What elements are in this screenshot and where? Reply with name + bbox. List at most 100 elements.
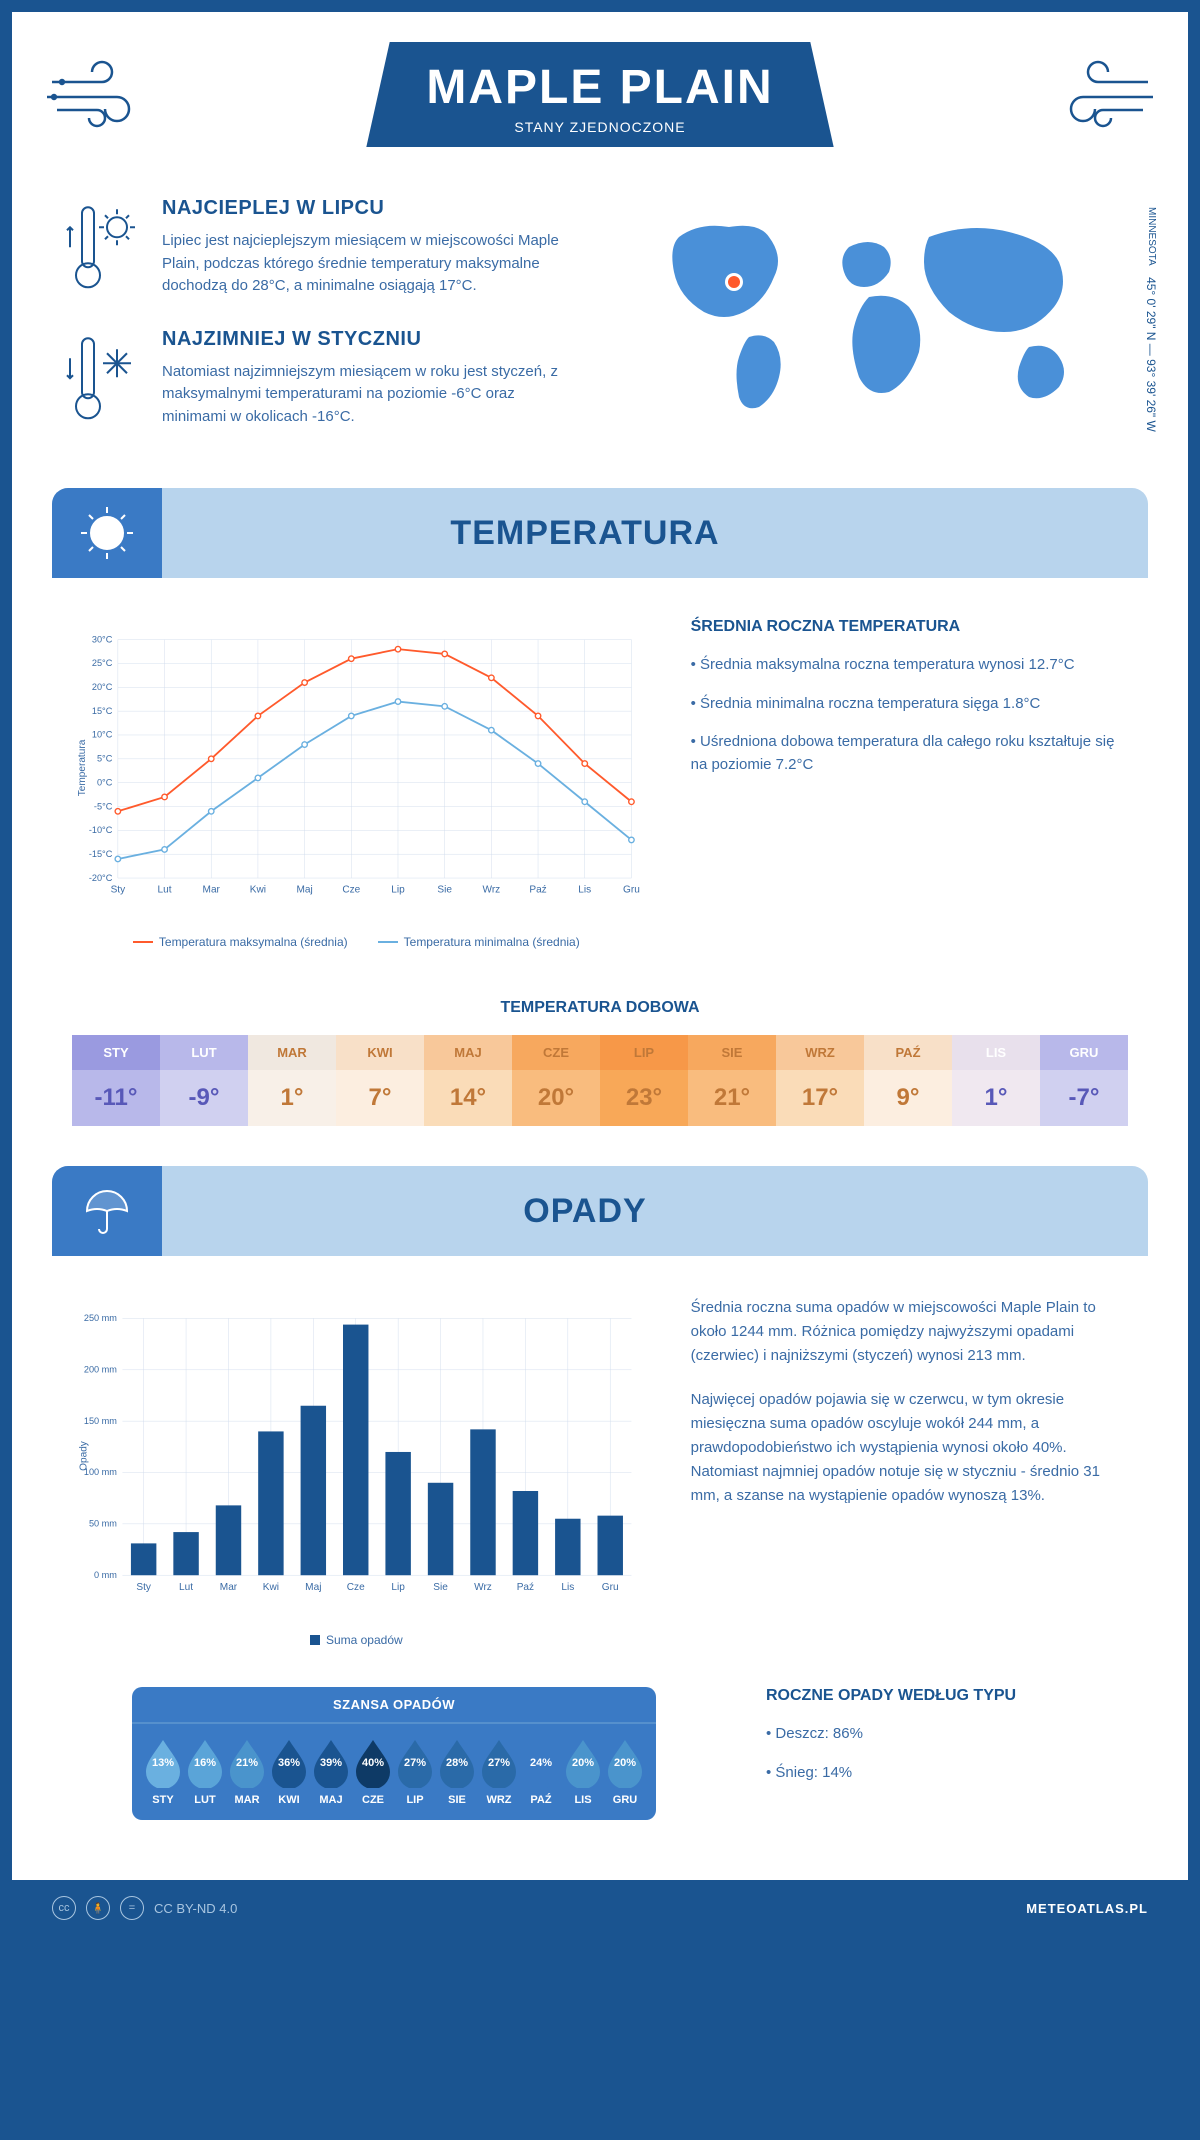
avg-temp-title: ŚREDNIA ROCZNA TEMPERATURA [691,618,1128,636]
coldest-text: Natomiast najzimniejszym miesiącem w rok… [162,361,580,429]
thermometer-hot-icon [62,197,142,298]
svg-text:10°C: 10°C [92,730,113,740]
temperature-legend: Temperatura maksymalna (średnia) Tempera… [72,935,641,949]
svg-text:Maj: Maj [296,885,312,896]
chance-drop: 28% SIE [436,1736,478,1806]
temp-cell: KWI 7° [336,1035,424,1126]
svg-text:Sie: Sie [437,885,452,896]
svg-text:Paź: Paź [529,885,546,896]
daily-temp-title: TEMPERATURA DOBOWA [12,999,1188,1017]
svg-text:Wrz: Wrz [474,1582,492,1593]
svg-text:20°C: 20°C [92,682,113,692]
by-icon: 🧍 [86,1896,110,1920]
coldest-title: NAJZIMNIEJ W STYCZNIU [162,328,580,351]
wind-icon [1038,52,1158,132]
svg-text:-5°C: -5°C [94,801,113,811]
svg-text:Sie: Sie [433,1582,448,1593]
svg-text:250 mm: 250 mm [84,1313,117,1323]
svg-text:Mar: Mar [220,1582,238,1593]
intro-section: NAJCIEPLEJ W LIPCU Lipiec jest najcieple… [12,167,1188,488]
daily-temp-table: STY -11°LUT -9°MAR 1°KWI 7°MAJ 14°CZE 20… [72,1035,1128,1126]
temp-cell: MAR 1° [248,1035,336,1126]
temp-cell: MAJ 14° [424,1035,512,1126]
svg-text:Gru: Gru [602,1582,619,1593]
svg-text:-20°C: -20°C [89,873,113,883]
chance-drop: 16% LUT [184,1736,226,1806]
hottest-text: Lipiec jest najcieplejszym miesiącem w m… [162,230,580,298]
precip-type-bullet: • Śnieg: 14% [766,1762,1128,1785]
svg-text:15°C: 15°C [92,706,113,716]
hottest-title: NAJCIEPLEJ W LIPCU [162,197,580,220]
svg-text:-10°C: -10°C [89,825,113,835]
svg-text:Paź: Paź [517,1582,534,1593]
hottest-fact: NAJCIEPLEJ W LIPCU Lipiec jest najcieple… [62,197,580,298]
coldest-fact: NAJZIMNIEJ W STYCZNIU Natomiast najzimni… [62,328,580,429]
chance-drop: 20% LIS [562,1736,604,1806]
wind-icon [42,52,162,132]
chance-drop: 27% WRZ [478,1736,520,1806]
svg-text:-15°C: -15°C [89,849,113,859]
temperature-line-chart: -20°C -15°C -10°C -5°C 0°C 5°C 10°C 15°C 20°C 25°… [72,618,641,918]
svg-text:Lut: Lut [158,885,172,896]
temp-bullet: • Średnia maksymalna roczna temperatura … [691,654,1128,677]
location-marker [728,276,740,288]
temp-cell: LIP 23° [600,1035,688,1126]
svg-text:Sty: Sty [111,885,127,896]
chance-drop: 27% LIP [394,1736,436,1806]
svg-text:50 mm: 50 mm [89,1519,117,1529]
svg-text:Opady: Opady [79,1440,90,1471]
svg-text:Cze: Cze [342,885,360,896]
precipitation-section-header: OPADY [52,1166,1148,1256]
temp-cell: GRU -7° [1040,1035,1128,1126]
chance-drop: 13% STY [142,1736,184,1806]
temp-cell: SIE 21° [688,1035,776,1126]
svg-text:Lip: Lip [391,885,405,896]
precipitation-legend: Suma opadów [72,1633,641,1647]
temp-cell: LUT -9° [160,1035,248,1126]
svg-text:Lut: Lut [179,1582,193,1593]
svg-text:Temperatura: Temperatura [77,739,88,796]
temp-bullet: • Średnia minimalna roczna temperatura s… [691,693,1128,716]
temp-cell: PAŹ 9° [864,1035,952,1126]
cc-icon: cc [52,1896,76,1920]
svg-text:Gru: Gru [623,885,640,896]
precip-para: Najwięcej opadów pojawia się w czerwcu, … [691,1388,1128,1508]
temp-cell: STY -11° [72,1035,160,1126]
svg-text:5°C: 5°C [97,754,113,764]
chance-drop: 36% KWI [268,1736,310,1806]
svg-text:30°C: 30°C [92,634,113,644]
svg-text:Cze: Cze [347,1582,365,1593]
precipitation-bar-chart: 0 mm50 mm100 mm150 mm200 mm250 mmStyLutM… [72,1296,641,1616]
svg-text:150 mm: 150 mm [84,1416,117,1426]
chance-drop: 24% PAŹ [520,1736,562,1806]
world-map [620,197,1138,437]
license-text: CC BY-ND 4.0 [154,1901,237,1916]
svg-text:Maj: Maj [305,1582,321,1593]
title-banner: MAPLE PLAIN STANY ZJEDNOCZONE [366,42,833,147]
svg-text:Sty: Sty [136,1582,152,1593]
coordinates: MINNESOTA 45° 0' 29" N — 93° 39' 26" W [1144,207,1158,432]
svg-text:Mar: Mar [203,885,221,896]
svg-text:Kwi: Kwi [263,1582,279,1593]
svg-text:Lip: Lip [391,1582,405,1593]
temp-cell: WRZ 17° [776,1035,864,1126]
svg-text:25°C: 25°C [92,658,113,668]
chance-drop: 20% GRU [604,1736,646,1806]
chance-drop: 21% MAR [226,1736,268,1806]
svg-text:Kwi: Kwi [250,885,266,896]
svg-text:Lis: Lis [561,1582,574,1593]
temp-cell: LIS 1° [952,1035,1040,1126]
precip-para: Średnia roczna suma opadów w miejscowośc… [691,1296,1128,1368]
chance-drop: 39% MAJ [310,1736,352,1806]
temperature-section-header: TEMPERATURA [52,488,1148,578]
svg-text:0 mm: 0 mm [94,1570,117,1580]
temp-bullet: • Uśredniona dobowa temperatura dla całe… [691,731,1128,776]
svg-text:0°C: 0°C [97,777,113,787]
thermometer-cold-icon [62,328,142,429]
precipitation-chance-box: SZANSA OPADÓW 13% STY 16% LUT 21% MAR 36… [132,1687,656,1820]
chance-drop: 40% CZE [352,1736,394,1806]
svg-text:Wrz: Wrz [483,885,501,896]
nd-icon: = [120,1896,144,1920]
svg-text:200 mm: 200 mm [84,1365,117,1375]
temp-cell: CZE 20° [512,1035,600,1126]
